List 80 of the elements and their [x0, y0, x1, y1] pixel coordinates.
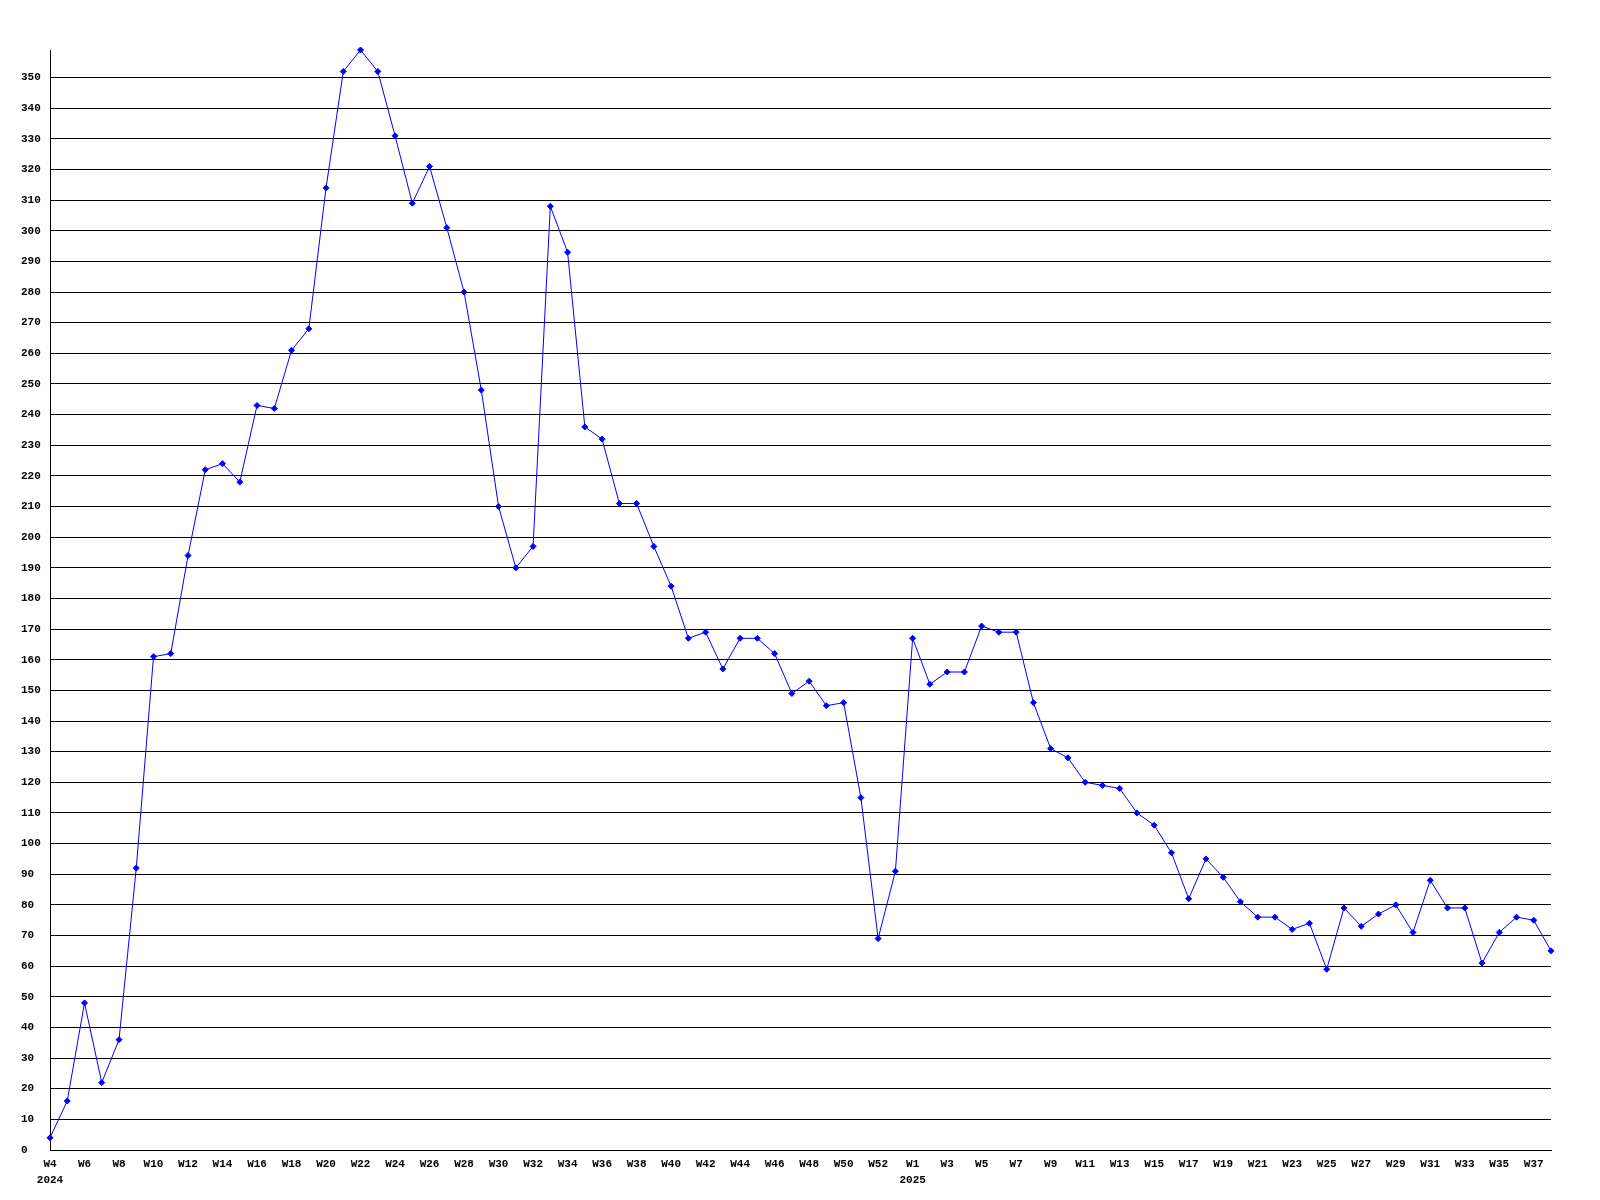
x-tick-label: W48: [799, 1157, 820, 1170]
y-tick-label: 200: [21, 530, 41, 543]
x-tick-label: W4 2024: [36, 1157, 64, 1186]
x-tick-label: W17: [1178, 1157, 1199, 1170]
y-tick-label: 330: [21, 132, 41, 145]
y-tick-label: 300: [21, 224, 41, 237]
y-tick-label: 0: [21, 1143, 28, 1156]
y-tick-label: 280: [21, 285, 41, 298]
y-tick-label: 90: [21, 868, 35, 880]
y-tick-label: 230: [21, 439, 41, 452]
x-tick-label: W34: [557, 1157, 578, 1170]
x-tick-label: W52: [868, 1157, 889, 1170]
y-tick-label: 60: [21, 959, 35, 972]
y-tick-label: 340: [21, 101, 41, 114]
x-tick-label: W22: [350, 1157, 371, 1170]
y-tick-label: 170: [21, 622, 41, 635]
y-tick-label: 110: [21, 806, 41, 819]
y-tick-label: 130: [21, 745, 41, 758]
x-tick-label: W18: [281, 1157, 302, 1170]
x-tick-label: W19: [1213, 1157, 1234, 1170]
x-tick-label: W23: [1282, 1157, 1303, 1170]
y-tick-label: 180: [21, 592, 41, 605]
x-tick-label: W21: [1247, 1157, 1268, 1170]
x-tick-label: W1 2025: [899, 1157, 927, 1186]
x-tick-label: W9: [1044, 1157, 1058, 1170]
x-tick-label: W46: [764, 1157, 785, 1170]
y-tick-label: 100: [21, 837, 41, 850]
y-tick-label: 30: [21, 1051, 35, 1064]
y-tick-label: 260: [21, 347, 41, 360]
x-tick-label: W15: [1144, 1157, 1165, 1170]
y-tick-label: 80: [21, 898, 35, 911]
x-tick-label: W6: [77, 1157, 92, 1170]
y-tick-label: 50: [21, 990, 35, 1003]
x-tick-label: W14: [212, 1157, 233, 1170]
x-tick-label: W29: [1385, 1157, 1406, 1170]
x-tick-label: W32: [523, 1157, 543, 1170]
y-tick-label: 350: [21, 71, 41, 84]
y-tick-label: 120: [21, 776, 41, 789]
x-tick-label: W26: [419, 1157, 440, 1170]
x-tick-label: W25: [1316, 1157, 1338, 1170]
x-tick-label: W35: [1489, 1157, 1510, 1170]
x-tick-label: W38: [626, 1157, 647, 1170]
y-tick-label: 240: [21, 408, 41, 421]
y-tick-label: 250: [21, 377, 41, 390]
x-tick-label: W12: [178, 1157, 198, 1170]
y-tick-label: 150: [21, 684, 41, 697]
y-tick-label: 140: [21, 714, 41, 727]
x-tick-label: W44: [730, 1157, 751, 1170]
y-tick-label: 10: [21, 1113, 35, 1126]
x-tick-label: W13: [1109, 1157, 1130, 1170]
y-tick-label: 220: [21, 469, 41, 482]
y-tick-label: 290: [21, 255, 41, 268]
y-tick-label: 160: [21, 653, 41, 666]
x-tick-label: W31: [1420, 1157, 1441, 1170]
x-tick-label: W16: [247, 1157, 267, 1170]
x-tick-label: W50: [833, 1157, 854, 1170]
x-tick-label: W3: [940, 1157, 955, 1170]
x-tick-label: W5: [975, 1157, 989, 1170]
x-tick-label: W37: [1523, 1157, 1544, 1170]
y-tick-label: 40: [21, 1021, 35, 1034]
x-tick-label: W20: [316, 1157, 336, 1170]
x-tick-label: W42: [695, 1157, 716, 1170]
x-tick-label: W27: [1351, 1157, 1372, 1170]
x-tick-label: W24: [385, 1157, 406, 1170]
x-tick-label: W40: [661, 1157, 682, 1170]
y-tick-label: 310: [21, 193, 41, 206]
x-tick-label: W10: [143, 1157, 164, 1170]
y-tick-label: 320: [21, 163, 41, 176]
x-tick-label: W30: [488, 1157, 509, 1170]
x-tick-label: W11: [1075, 1157, 1096, 1170]
x-tick-label: W28: [454, 1157, 475, 1170]
y-tick-label: 70: [21, 929, 35, 942]
x-tick-label: W8: [112, 1157, 127, 1170]
y-tick-label: 270: [21, 316, 41, 329]
y-tick-label: 20: [21, 1082, 35, 1095]
y-tick-label: 210: [21, 500, 41, 513]
x-tick-label: W33: [1454, 1157, 1476, 1170]
x-tick-label: W7: [1009, 1157, 1023, 1170]
x-tick-label: W36: [592, 1157, 612, 1170]
y-tick-label: 190: [21, 561, 41, 574]
